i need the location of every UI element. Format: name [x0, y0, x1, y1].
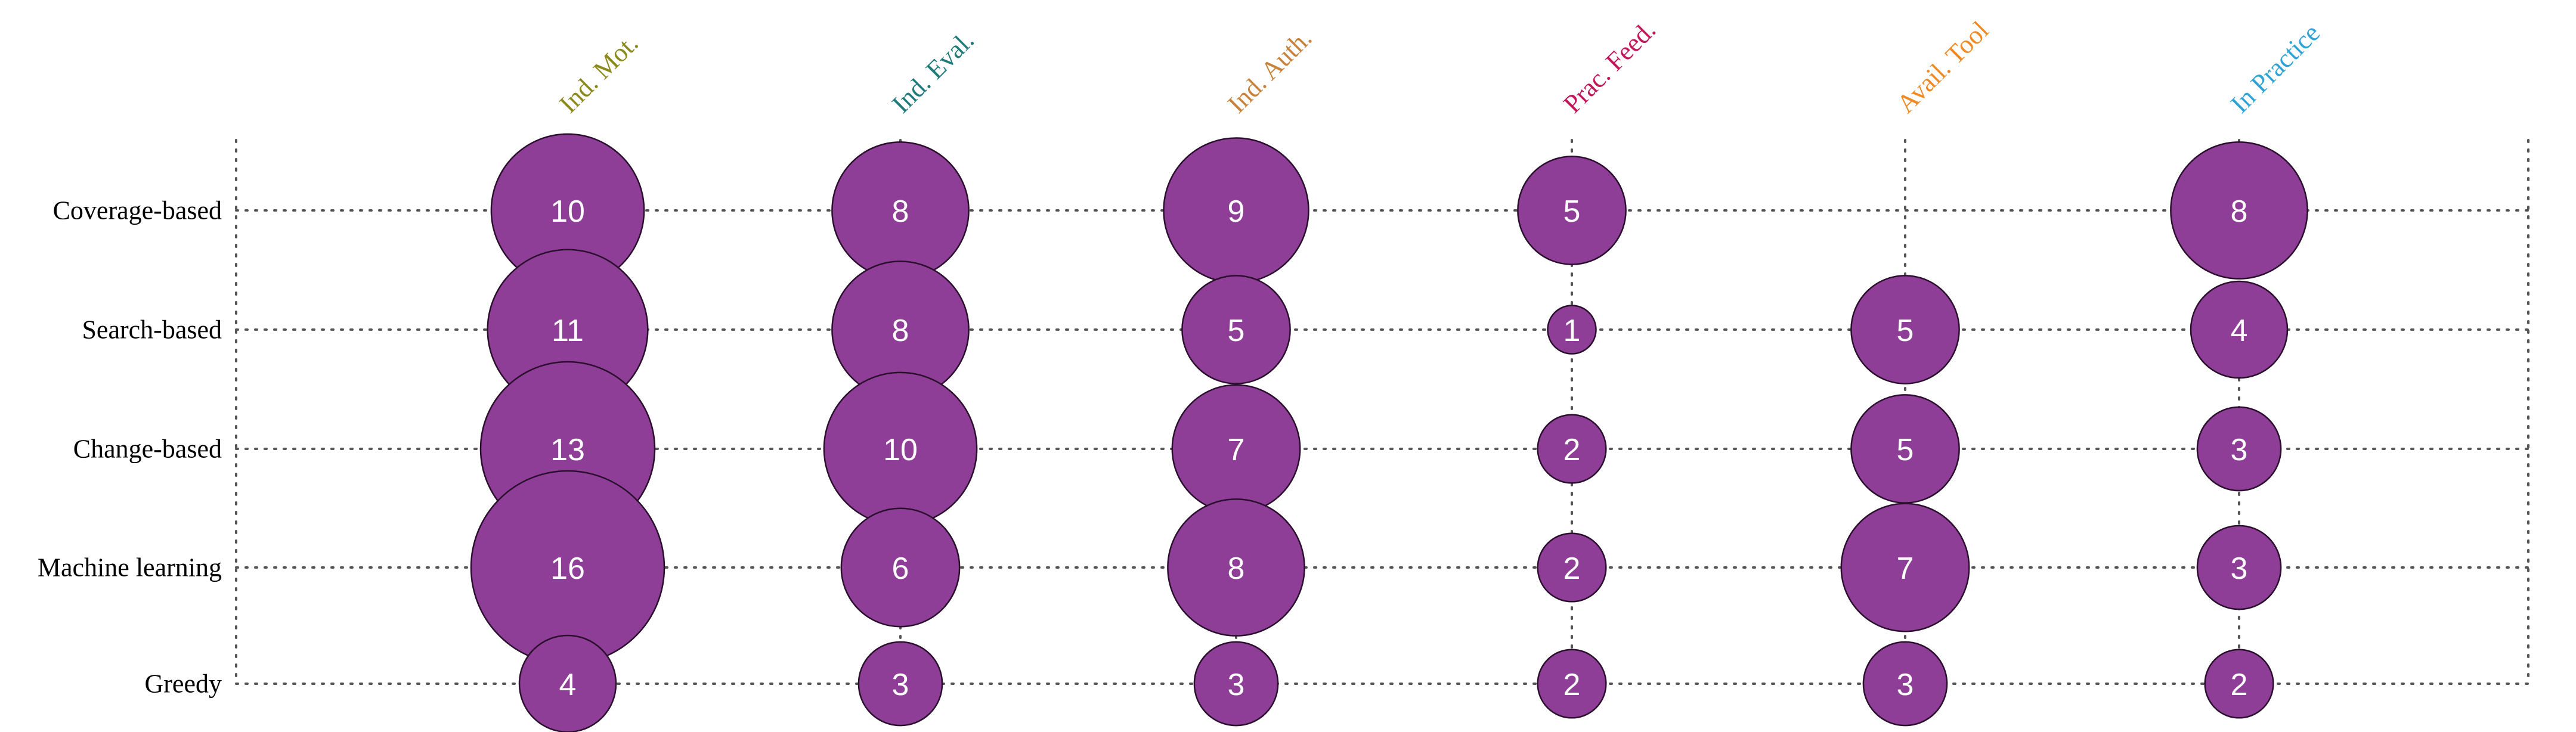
bubble-search-based-in-practice — [2190, 280, 2289, 379]
bubble-greedy-ind-eval — [857, 641, 943, 727]
bubble-machine-learning-ind-auth — [1167, 498, 1305, 637]
bubble-machine-learning-in-practice — [2196, 525, 2282, 610]
bubble-change-based-ind-eval-label: 10 — [883, 433, 918, 467]
row-label-search-based: Search-based — [82, 315, 222, 345]
bubble-search-based-ind-eval-label: 8 — [892, 314, 909, 348]
bubble-change-based-prac-feed — [1537, 414, 1607, 484]
bubble-change-based-prac-feed-label: 2 — [1563, 433, 1581, 467]
bubble-change-based-ind-auth-label: 7 — [1228, 433, 1245, 467]
bubble-greedy-ind-auth-label: 3 — [1228, 668, 1245, 702]
row-label-change-based: Change-based — [73, 435, 222, 464]
bubble-change-based-in-practice-label: 3 — [2231, 433, 2248, 467]
bubble-greedy-ind-eval-label: 3 — [892, 668, 909, 702]
bubble-machine-learning-prac-feed — [1537, 532, 1607, 603]
bubble-search-based-ind-auth-label: 5 — [1228, 314, 1245, 348]
bubble-machine-learning-avail-tool-label: 7 — [1897, 551, 1914, 586]
bubble-search-based-avail-tool — [1850, 275, 1960, 384]
row-label-machine-learning: Machine learning — [38, 553, 222, 582]
bubble-greedy-ind-mot — [518, 634, 617, 732]
column-label-avail-tool: Avail. Tool — [1891, 15, 1994, 119]
row-label-greedy: Greedy — [145, 669, 222, 699]
bubble-greedy-ind-mot-label: 4 — [559, 668, 577, 702]
bubble-coverage-based-in-practice-label: 8 — [2231, 194, 2248, 229]
bubble-change-based-ind-mot-label: 13 — [550, 433, 585, 467]
bubble-greedy-in-practice-label: 2 — [2231, 668, 2248, 702]
bubble-coverage-based-ind-mot-label: 10 — [550, 194, 585, 229]
column-labels: Ind. Mot. Ind. Eval. Ind. Auth. Prac. Feed.… — [553, 15, 2326, 119]
bubble-greedy-ind-auth — [1193, 641, 1279, 727]
bubble-greedy-avail-tool-label: 3 — [1897, 668, 1914, 702]
bubbles: 10 8 9 5 8 11 8 5 1 5 4 13 10 7 2 5 3 16 6 8 2 7 3 4 3 3 2 3 2 — [470, 133, 2308, 732]
bubble-machine-learning-prac-feed-label: 2 — [1563, 551, 1581, 586]
column-label-ind-eval: Ind. Eval. — [886, 26, 979, 119]
bubble-coverage-based-ind-eval-label: 8 — [892, 194, 909, 229]
bubble-change-based-avail-tool-label: 5 — [1897, 433, 1914, 467]
bubble-search-based-in-practice-label: 4 — [2231, 314, 2248, 348]
bubble-greedy-prac-feed-label: 2 — [1563, 668, 1581, 702]
bubble-greedy-avail-tool — [1862, 641, 1948, 727]
bubble-search-based-avail-tool-label: 5 — [1897, 314, 1914, 348]
column-label-prac-feed: Prac. Feed. — [1558, 15, 1661, 119]
bubble-search-based-prac-feed-label: 1 — [1563, 314, 1581, 348]
row-label-coverage-based: Coverage-based — [53, 196, 222, 225]
bubble-machine-learning-ind-auth-label: 8 — [1228, 551, 1245, 586]
bubble-change-based-in-practice — [2196, 406, 2282, 492]
bubble-coverage-based-ind-auth-label: 9 — [1228, 194, 1245, 229]
bubble-machine-learning-avail-tool — [1840, 503, 1970, 632]
bubble-coverage-based-prac-feed-label: 5 — [1563, 194, 1581, 229]
bubble-search-based-ind-mot-label: 11 — [552, 314, 584, 348]
column-label-ind-mot: Ind. Mot. — [553, 29, 643, 119]
bubble-machine-learning-in-practice-label: 3 — [2231, 551, 2248, 586]
bubble-machine-learning-ind-eval — [840, 507, 961, 628]
bubble-coverage-based-in-practice — [2170, 141, 2308, 280]
bubble-machine-learning-ind-mot-label: 16 — [550, 551, 585, 586]
bubble-greedy-in-practice — [2204, 649, 2274, 719]
bubble-coverage-based-prac-feed — [1517, 156, 1627, 265]
column-label-ind-auth: Ind. Auth. — [1222, 23, 1317, 119]
bubble-machine-learning-ind-eval-label: 6 — [892, 551, 909, 586]
bubble-search-based-prac-feed — [1547, 305, 1597, 355]
column-label-in-practice: In Practice — [2225, 18, 2326, 119]
bubble-greedy-prac-feed — [1537, 649, 1607, 719]
bubble-search-based-ind-auth — [1181, 275, 1291, 384]
row-labels: Coverage-based Search-based Change-based Ma… — [38, 196, 222, 699]
